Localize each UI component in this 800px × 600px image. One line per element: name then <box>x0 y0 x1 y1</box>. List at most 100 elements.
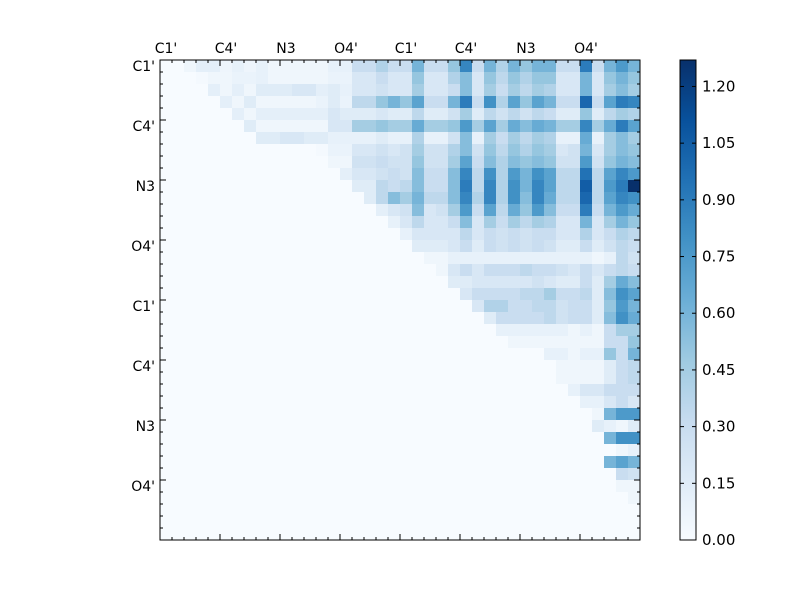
heatmap-cell <box>328 144 341 157</box>
heatmap-cell <box>472 144 485 157</box>
heatmap-cell <box>388 336 401 349</box>
heatmap-cell <box>532 312 545 325</box>
heatmap-cell <box>328 156 341 169</box>
heatmap-cell <box>268 72 281 85</box>
heatmap-cell <box>592 408 605 421</box>
heatmap-cell <box>436 156 449 169</box>
heatmap-cell <box>556 492 569 505</box>
heatmap-cell <box>592 84 605 97</box>
heatmap-cell <box>436 72 449 85</box>
heatmap-cell <box>388 276 401 289</box>
heatmap-cell <box>292 468 305 481</box>
heatmap-cell <box>364 408 377 421</box>
heatmap-cell <box>520 300 533 313</box>
heatmap-cell <box>568 492 581 505</box>
heatmap-cell <box>304 492 317 505</box>
heatmap-cell <box>172 360 185 373</box>
heatmap-cell <box>400 372 413 385</box>
heatmap-cell <box>592 528 605 541</box>
heatmap-cell <box>364 348 377 361</box>
heatmap-cell <box>376 324 389 337</box>
heatmap-cell <box>520 372 533 385</box>
heatmap-cell <box>196 408 209 421</box>
heatmap-cell <box>532 108 545 121</box>
heatmap-cell <box>304 120 317 133</box>
heatmap-cell <box>388 132 401 145</box>
heatmap-cell <box>316 444 329 457</box>
heatmap-cell <box>340 468 353 481</box>
heatmap-cell <box>592 120 605 133</box>
heatmap-cell <box>628 216 641 229</box>
heatmap-cell <box>352 516 365 529</box>
heatmap-cell <box>508 72 521 85</box>
heatmap-cell <box>328 384 341 397</box>
heatmap-cell <box>304 216 317 229</box>
heatmap-cell <box>568 384 581 397</box>
heatmap-cell <box>244 480 257 493</box>
heatmap-cell <box>304 432 317 445</box>
heatmap-cell <box>208 336 221 349</box>
heatmap-cell <box>484 348 497 361</box>
heatmap-cell <box>436 60 449 73</box>
heatmap-cell <box>448 300 461 313</box>
y-tick-label: N3 <box>136 419 155 435</box>
heatmap-cell <box>244 324 257 337</box>
heatmap-cell <box>592 444 605 457</box>
heatmap-cell <box>544 396 557 409</box>
heatmap-cell <box>172 420 185 433</box>
heatmap-cell <box>436 360 449 373</box>
heatmap-cell <box>508 132 521 145</box>
heatmap-cell <box>532 492 545 505</box>
heatmap-cell <box>628 84 641 97</box>
heatmap-cell <box>412 408 425 421</box>
heatmap-cell <box>472 96 485 109</box>
heatmap-cell <box>484 312 497 325</box>
heatmap-cell <box>364 480 377 493</box>
heatmap-cell <box>424 108 437 121</box>
heatmap-cell <box>508 408 521 421</box>
heatmap-cell <box>400 132 413 145</box>
heatmap-cell <box>280 156 293 169</box>
heatmap-cell <box>400 348 413 361</box>
heatmap-cell <box>244 396 257 409</box>
heatmap-cell <box>328 504 341 517</box>
heatmap-cell <box>628 348 641 361</box>
heatmap-cell <box>244 420 257 433</box>
heatmap-cell <box>364 420 377 433</box>
heatmap-cell <box>280 396 293 409</box>
heatmap-cell <box>472 228 485 241</box>
x-tick-label: O4' <box>574 41 598 57</box>
heatmap-cell <box>568 324 581 337</box>
heatmap-cell <box>544 360 557 373</box>
heatmap-cell <box>244 372 257 385</box>
heatmap-cell <box>268 216 281 229</box>
heatmap-cell <box>460 216 473 229</box>
heatmap-cell <box>244 408 257 421</box>
heatmap-cell <box>232 228 245 241</box>
heatmap-cell <box>580 228 593 241</box>
heatmap-cell <box>592 480 605 493</box>
heatmap-cell <box>256 516 269 529</box>
heatmap-cell <box>400 264 413 277</box>
heatmap-cell <box>220 408 233 421</box>
heatmap-cell <box>592 324 605 337</box>
heatmap-cell <box>160 336 173 349</box>
heatmap-cell <box>424 72 437 85</box>
heatmap-cell <box>184 516 197 529</box>
heatmap-cell <box>376 180 389 193</box>
heatmap-cell <box>196 144 209 157</box>
heatmap-cell <box>208 300 221 313</box>
heatmap-cell <box>316 84 329 97</box>
heatmap-cell <box>460 360 473 373</box>
heatmap-cell <box>172 120 185 133</box>
heatmap-cell <box>532 240 545 253</box>
heatmap-cell <box>616 108 629 121</box>
heatmap-cell <box>196 72 209 85</box>
heatmap-cell <box>220 528 233 541</box>
heatmap-cell <box>448 492 461 505</box>
heatmap-cell <box>184 456 197 469</box>
heatmap-cell <box>364 288 377 301</box>
heatmap-cell <box>364 96 377 109</box>
heatmap-cell <box>460 336 473 349</box>
heatmap-cell <box>556 468 569 481</box>
